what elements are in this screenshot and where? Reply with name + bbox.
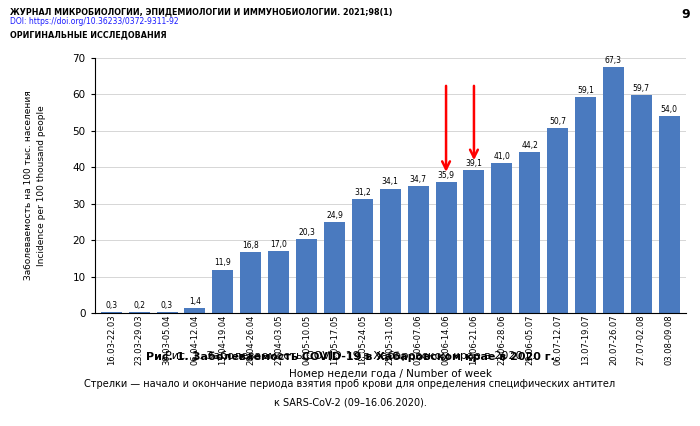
Bar <box>575 97 596 313</box>
Text: Заболеваемость на 100 тыс. населения
Incidence per 100 thousand people: Заболеваемость на 100 тыс. населения Inc… <box>25 90 46 280</box>
Bar <box>519 152 540 313</box>
Bar <box>603 67 624 313</box>
Text: 31,2: 31,2 <box>354 188 371 197</box>
Text: 59,7: 59,7 <box>633 84 650 93</box>
Text: 0,3: 0,3 <box>161 301 173 310</box>
Bar <box>491 164 512 313</box>
Text: 0,2: 0,2 <box>133 301 145 310</box>
Text: 34,1: 34,1 <box>382 177 399 187</box>
Text: DOI: https://doi.org/10.36233/0372-9311-92: DOI: https://doi.org/10.36233/0372-9311-… <box>10 17 179 26</box>
Text: к SARS-CoV-2 (09–16.06.2020).: к SARS-CoV-2 (09–16.06.2020). <box>274 397 426 407</box>
Text: 35,9: 35,9 <box>438 171 454 180</box>
Bar <box>435 182 456 313</box>
Bar <box>659 116 680 313</box>
Text: Рис. 1. Заболеваемость COVID-19 в Хабаровском крае в 2020 г.: Рис. 1. Заболеваемость COVID-19 в Хабаро… <box>164 351 536 361</box>
Text: 17,0: 17,0 <box>270 240 287 249</box>
Bar <box>268 251 289 313</box>
Text: 20,3: 20,3 <box>298 228 315 237</box>
Text: 41,0: 41,0 <box>494 152 510 161</box>
Text: 59,1: 59,1 <box>577 86 594 95</box>
Bar <box>380 189 400 313</box>
Bar <box>352 199 373 313</box>
Text: Рис. 1. Заболеваемость COVID-19 в Хабаровском крае в 2020 г.: Рис. 1. Заболеваемость COVID-19 в Хабаро… <box>146 351 554 362</box>
Text: 34,7: 34,7 <box>410 175 427 184</box>
Bar <box>547 128 568 313</box>
Bar <box>407 187 428 313</box>
Bar <box>240 252 261 313</box>
Bar <box>324 222 345 313</box>
Bar <box>185 308 205 313</box>
Text: 16,8: 16,8 <box>242 241 259 250</box>
Text: 24,9: 24,9 <box>326 211 343 220</box>
Text: Рис. 1.: Рис. 1. <box>331 351 369 361</box>
Text: 67,3: 67,3 <box>605 56 622 65</box>
Bar <box>296 239 317 313</box>
Text: 39,1: 39,1 <box>466 159 482 168</box>
Text: 44,2: 44,2 <box>522 141 538 150</box>
Text: 9: 9 <box>681 8 690 21</box>
Text: 54,0: 54,0 <box>661 105 678 114</box>
Text: Стрелки — начало и окончание периода взятия проб крови для определения специфиче: Стрелки — начало и окончание периода взя… <box>85 379 615 389</box>
Bar <box>631 95 652 313</box>
Bar <box>157 312 178 313</box>
Text: 11,9: 11,9 <box>214 259 231 268</box>
Text: ОРИГИНАЛЬНЫЕ ИССЛЕДОВАНИЯ: ОРИГИНАЛЬНЫЕ ИССЛЕДОВАНИЯ <box>10 31 167 40</box>
Bar <box>212 270 233 313</box>
Bar <box>129 312 150 313</box>
Text: 50,7: 50,7 <box>550 117 566 126</box>
Text: ЖУРНАЛ МИКРОБИОЛОГИИ, ЭПИДЕМИОЛОГИИ И ИММУНОБИОЛОГИИ. 2021;98(1): ЖУРНАЛ МИКРОБИОЛОГИИ, ЭПИДЕМИОЛОГИИ И ИМ… <box>10 8 393 17</box>
Text: 0,3: 0,3 <box>105 301 118 310</box>
Bar <box>463 170 484 313</box>
Text: 1,4: 1,4 <box>189 297 201 306</box>
X-axis label: Номер недели года / Number of week: Номер недели года / Number of week <box>288 369 491 379</box>
Bar <box>101 312 122 313</box>
